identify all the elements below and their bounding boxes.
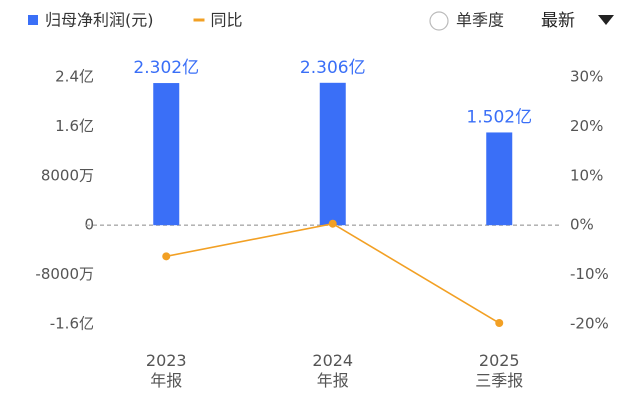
line <box>166 222 500 324</box>
legend-swatch <box>28 15 38 25</box>
y-tick-label: 2.4亿 <box>55 68 94 86</box>
period-label[interactable]: 单季度 <box>456 11 504 30</box>
y-tick-label: 1.6亿 <box>55 117 94 135</box>
x-tick-line: 2025 <box>479 351 520 370</box>
x-tick-line: 三季报 <box>475 371 523 390</box>
value-label: 1.502亿 <box>466 107 532 127</box>
x-tick-label: 2025 三季报 <box>475 351 523 390</box>
value-label: 2.302亿 <box>133 58 199 78</box>
x-tick-line: 年报 <box>317 371 349 390</box>
x-tick-line: 年报 <box>150 371 182 390</box>
x-tick-label: 2023 年报 <box>146 351 187 390</box>
sort-label[interactable]: 最新 <box>541 11 575 31</box>
y2-tick-label: 20% <box>570 117 603 135</box>
line-point <box>162 252 171 261</box>
y2-tick-label: 30% <box>570 68 603 86</box>
value-label: 2.306亿 <box>300 58 366 78</box>
x-tick-label: 2024 年报 <box>312 351 353 390</box>
y-tick-label: -8000万 <box>35 265 94 283</box>
x-tick-line: 2023 <box>146 351 187 370</box>
period-toggle[interactable]: 单季度 <box>429 11 504 31</box>
y-tick-label: 8000万 <box>41 166 94 184</box>
y2-tick-label: 0% <box>570 216 594 234</box>
dropdown-arrow[interactable] <box>598 15 614 25</box>
sort-dropdown[interactable]: 最新 <box>541 11 614 31</box>
x-tick-line: 2024 <box>312 351 353 370</box>
line-point <box>495 319 504 328</box>
legend-label: 归母净利润(元) <box>45 11 154 30</box>
line-point <box>328 219 337 228</box>
y2-tick-label: 10% <box>570 166 603 184</box>
bar <box>486 132 513 226</box>
legend-label: 同比 <box>211 11 243 30</box>
bar <box>153 83 180 226</box>
y2-tick-label: -10% <box>570 265 609 283</box>
bar <box>319 82 346 226</box>
y-tick-label: -1.6亿 <box>50 315 94 333</box>
y2-tick-label: -20% <box>570 315 609 333</box>
radio[interactable] <box>429 11 449 31</box>
